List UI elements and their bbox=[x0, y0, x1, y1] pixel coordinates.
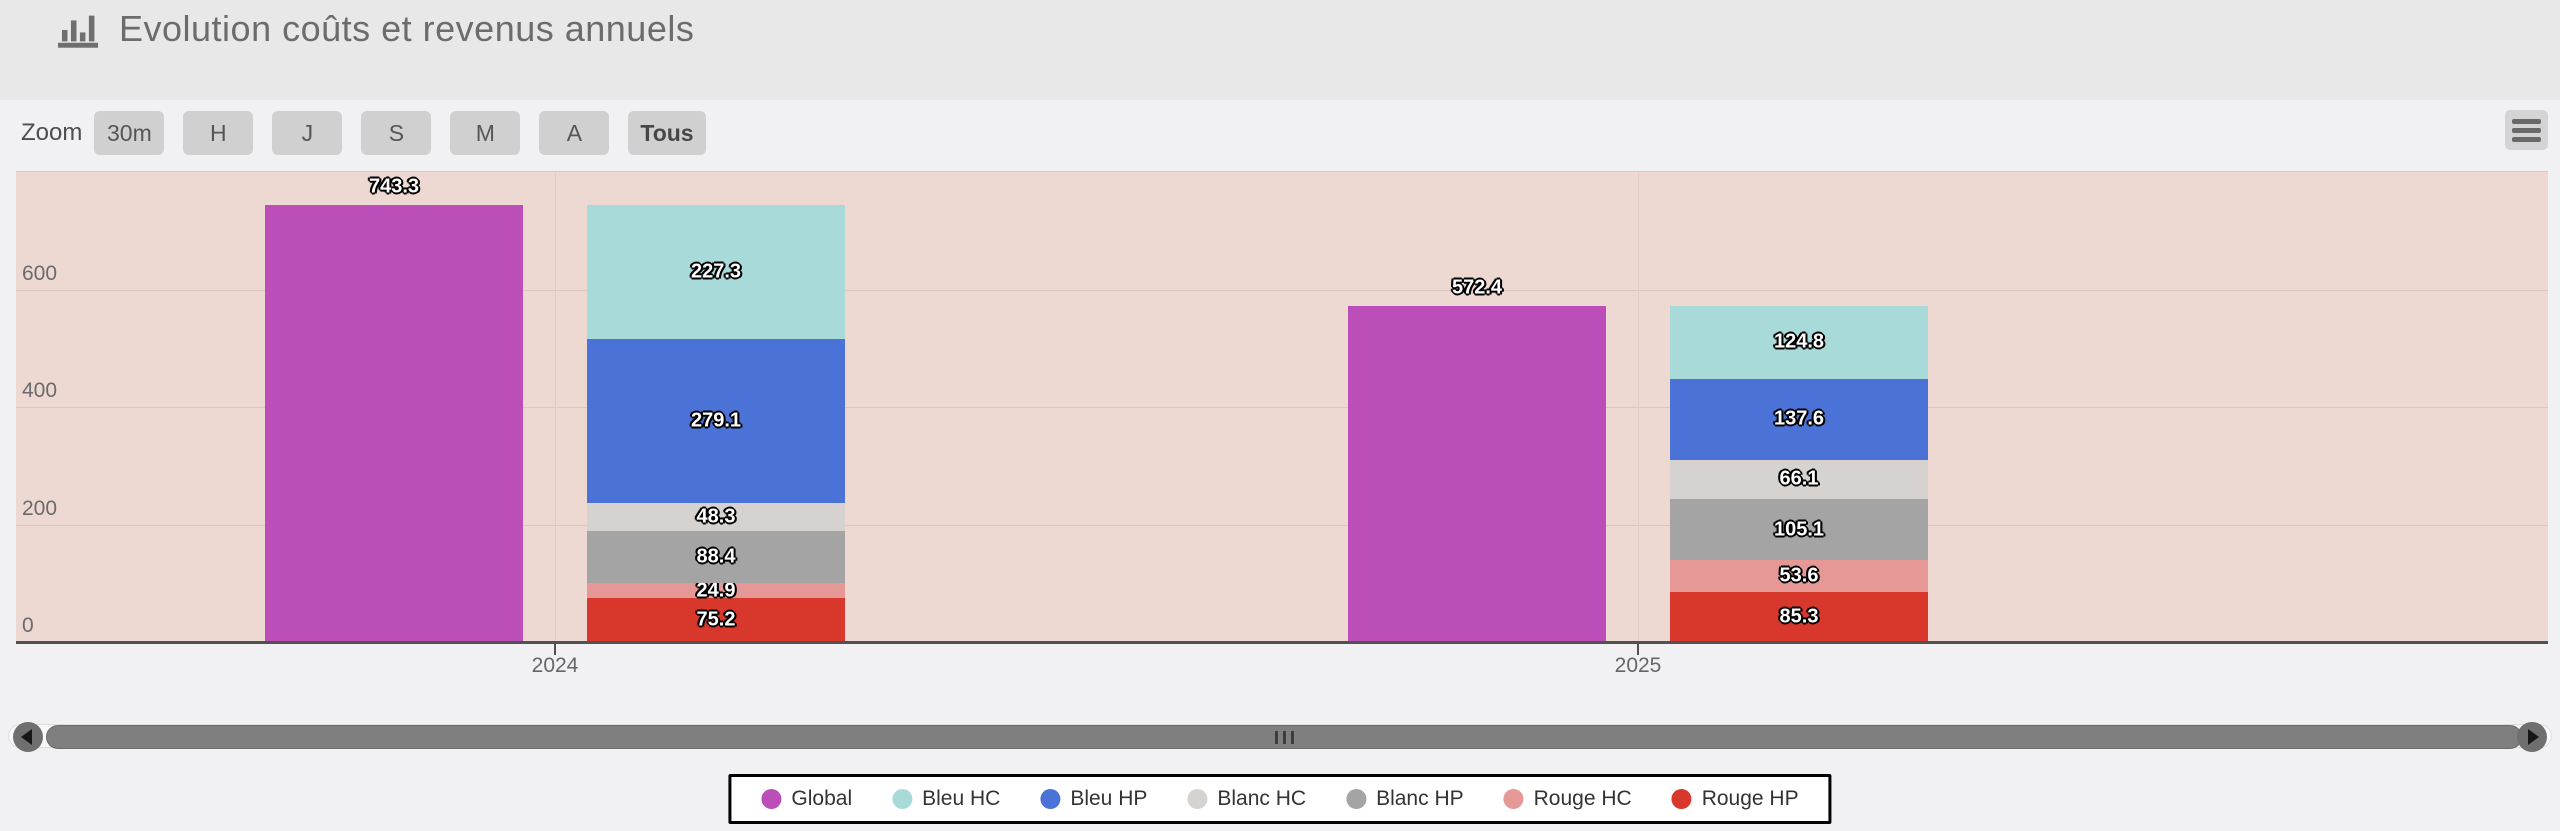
chart-panel: Zoom 30m H J S M A Tous 0 200 400 600 743.3 75.2 24.… bbox=[0, 100, 2560, 831]
x-label-2025: 2025 bbox=[1614, 654, 1662, 677]
arrow-left-icon bbox=[21, 729, 32, 745]
legend-item-rouge-hp[interactable]: Rouge HP bbox=[1671, 787, 1799, 811]
legend-label-bleu-hc: Bleu HC bbox=[922, 787, 1001, 810]
zoom-button-j[interactable]: J bbox=[272, 111, 343, 155]
zoom-toolbar: Zoom 30m H J S M A Tous bbox=[21, 111, 706, 155]
data-label-rouge-hp-2025: 85.3 bbox=[1779, 605, 1819, 628]
data-label-global-2025: 572.4 bbox=[1451, 276, 1503, 299]
legend-swatch-global bbox=[761, 789, 782, 809]
context-menu-button[interactable] bbox=[2505, 110, 2548, 150]
legend-label-rouge-hp: Rouge HP bbox=[1701, 787, 1799, 810]
y-tick-label-0: 0 bbox=[22, 614, 34, 637]
segment-blanc-hp-2024[interactable] bbox=[587, 531, 845, 584]
legend-item-rouge-hc[interactable]: Rouge HC bbox=[1503, 787, 1632, 811]
legend-item-global[interactable]: Global bbox=[761, 787, 852, 811]
scroll-left-button[interactable] bbox=[13, 722, 43, 752]
zoom-button-s[interactable]: S bbox=[361, 111, 432, 155]
data-label-blanc-hp-2024: 88.4 bbox=[696, 545, 736, 568]
chart-header-inner: Evolution coûts et revenus annuels bbox=[55, 8, 694, 50]
hamburger-icon bbox=[2512, 127, 2541, 133]
legend-swatch-rouge-hc bbox=[1503, 789, 1524, 809]
data-label-blanc-hc-2024: 48.3 bbox=[696, 505, 736, 528]
data-label-blanc-hp-2025: 105.1 bbox=[1773, 518, 1825, 541]
y-gridline-600 bbox=[16, 289, 2548, 291]
y-gridline-200 bbox=[16, 524, 2548, 526]
x-label-2024: 2024 bbox=[531, 654, 579, 677]
zoom-button-tous[interactable]: Tous bbox=[628, 111, 706, 155]
arrow-right-icon bbox=[2528, 729, 2539, 745]
y-gridline-400 bbox=[16, 407, 2548, 408]
segment-blanc-hc-2025[interactable] bbox=[1670, 459, 1928, 499]
data-label-bleu-hp-2024: 279.1 bbox=[690, 409, 742, 432]
segment-rouge-hp-2025[interactable] bbox=[1670, 591, 1928, 642]
legend-swatch-rouge-hp bbox=[1671, 789, 1692, 809]
segment-blanc-hp-2025[interactable] bbox=[1670, 498, 1928, 561]
data-label-rouge-hc-2024: 24.9 bbox=[696, 579, 736, 601]
legend-item-blanc-hp[interactable]: Blanc HP bbox=[1346, 787, 1464, 811]
y-tick-label-600: 600 bbox=[22, 261, 58, 285]
plot-area: 0 200 400 600 743.3 75.2 24.9 88.4 48.3 279.1 227.… bbox=[16, 171, 2548, 642]
zoom-label: Zoom bbox=[21, 119, 83, 146]
data-label-blanc-hc-2025: 66.1 bbox=[1779, 467, 1819, 490]
scrollbar-thumb[interactable] bbox=[46, 725, 2522, 749]
segment-bleu-hc-2025[interactable] bbox=[1670, 305, 1928, 379]
zoom-button-m[interactable]: M bbox=[450, 111, 521, 155]
x-gridline-2025 bbox=[1638, 172, 1639, 642]
scrollbar-grip-icon bbox=[1290, 730, 1294, 744]
segment-rouge-hp-2024[interactable] bbox=[587, 597, 845, 642]
zoom-button-a[interactable]: A bbox=[539, 111, 610, 155]
hamburger-icon bbox=[2512, 136, 2541, 142]
bar-chart-icon bbox=[55, 8, 101, 50]
legend-swatch-blanc-hp bbox=[1346, 789, 1367, 809]
legend-label-bleu-hp: Bleu HP bbox=[1070, 787, 1148, 810]
legend: Global Bleu HC Bleu HP Blanc HC Blanc HP Roug… bbox=[728, 774, 1832, 824]
hamburger-icon bbox=[2512, 118, 2541, 124]
legend-label-rouge-hc: Rouge HC bbox=[1533, 787, 1632, 810]
x-tick-2024 bbox=[554, 644, 556, 655]
navigator-scrollbar bbox=[0, 722, 2560, 752]
chart-header: Evolution coûts et revenus annuels bbox=[0, 0, 2560, 100]
segment-bleu-hp-2025[interactable] bbox=[1670, 378, 1928, 460]
legend-swatch-bleu-hp bbox=[1040, 789, 1061, 809]
scrollbar-grip-icon bbox=[1274, 730, 1278, 744]
legend-item-blanc-hc[interactable]: Blanc HC bbox=[1187, 787, 1306, 811]
bar-global-2024[interactable] bbox=[265, 205, 523, 642]
data-label-rouge-hc-2025: 53.6 bbox=[1779, 564, 1819, 587]
legend-item-bleu-hp[interactable]: Bleu HP bbox=[1040, 787, 1147, 811]
scroll-right-button[interactable] bbox=[2517, 722, 2547, 752]
zoom-button-30m[interactable]: 30m bbox=[94, 111, 165, 155]
bar-global-2025[interactable] bbox=[1348, 305, 1606, 642]
segment-bleu-hp-2024[interactable] bbox=[587, 338, 845, 503]
y-tick-label-200: 200 bbox=[22, 496, 58, 520]
data-label-bleu-hc-2025: 124.8 bbox=[1773, 330, 1825, 353]
segment-blanc-hc-2024[interactable] bbox=[587, 502, 845, 532]
legend-label-blanc-hp: Blanc HP bbox=[1376, 787, 1464, 810]
x-gridline-2024 bbox=[555, 172, 556, 642]
data-label-global-2024: 743.3 bbox=[368, 175, 420, 198]
x-tick-2025 bbox=[1637, 644, 1639, 655]
legend-label-blanc-hc: Blanc HC bbox=[1217, 787, 1307, 810]
segment-bleu-hc-2024[interactable] bbox=[587, 205, 845, 339]
x-axis-line bbox=[16, 641, 2548, 644]
legend-item-bleu-hc[interactable]: Bleu HC bbox=[892, 787, 1000, 811]
legend-swatch-bleu-hc bbox=[892, 789, 913, 809]
segment-rouge-hc-2024[interactable] bbox=[587, 583, 845, 598]
data-label-rouge-hp-2024: 75.2 bbox=[696, 608, 736, 631]
data-label-bleu-hc-2024: 227.3 bbox=[690, 260, 742, 283]
legend-label-global: Global bbox=[791, 787, 853, 810]
data-label-bleu-hp-2025: 137.6 bbox=[1773, 407, 1825, 430]
scrollbar-grip-icon bbox=[1282, 730, 1286, 744]
y-tick-label-400: 400 bbox=[22, 379, 58, 402]
segment-rouge-hc-2025[interactable] bbox=[1670, 560, 1928, 592]
zoom-button-h[interactable]: H bbox=[183, 111, 254, 155]
zoom-buttons: 30m H J S M A Tous bbox=[94, 111, 706, 155]
chart-title: Evolution coûts et revenus annuels bbox=[119, 8, 695, 49]
legend-swatch-blanc-hc bbox=[1187, 789, 1208, 809]
